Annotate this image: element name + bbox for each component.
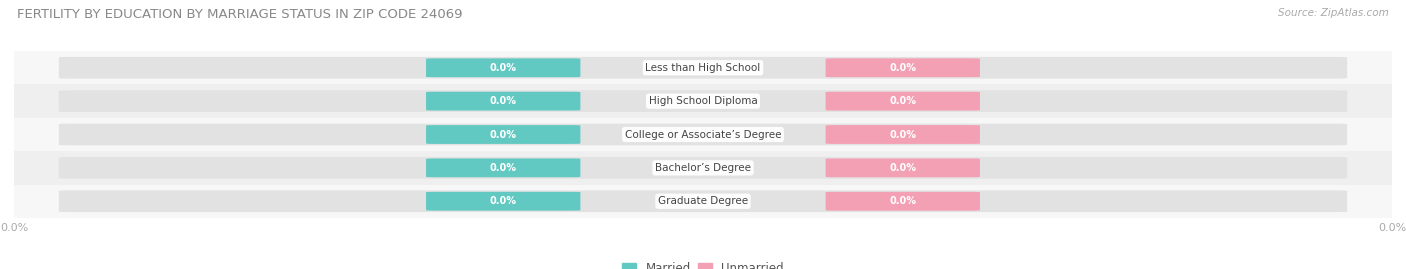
Text: 0.0%: 0.0% <box>489 63 517 73</box>
Text: Source: ZipAtlas.com: Source: ZipAtlas.com <box>1278 8 1389 18</box>
FancyBboxPatch shape <box>825 58 980 77</box>
Text: 0.0%: 0.0% <box>489 96 517 106</box>
FancyBboxPatch shape <box>426 125 581 144</box>
Bar <box>14 84 1392 118</box>
Text: Graduate Degree: Graduate Degree <box>658 196 748 206</box>
FancyBboxPatch shape <box>59 57 1347 79</box>
FancyBboxPatch shape <box>426 92 581 111</box>
FancyBboxPatch shape <box>426 192 581 211</box>
Bar <box>14 151 1392 185</box>
Text: FERTILITY BY EDUCATION BY MARRIAGE STATUS IN ZIP CODE 24069: FERTILITY BY EDUCATION BY MARRIAGE STATU… <box>17 8 463 21</box>
Text: 0.0%: 0.0% <box>889 129 917 140</box>
Text: High School Diploma: High School Diploma <box>648 96 758 106</box>
Text: 0.0%: 0.0% <box>889 196 917 206</box>
Text: College or Associate’s Degree: College or Associate’s Degree <box>624 129 782 140</box>
FancyBboxPatch shape <box>825 125 980 144</box>
Text: 0.0%: 0.0% <box>489 129 517 140</box>
Bar <box>14 185 1392 218</box>
Text: Less than High School: Less than High School <box>645 63 761 73</box>
Text: 0.0%: 0.0% <box>489 163 517 173</box>
FancyBboxPatch shape <box>59 124 1347 145</box>
Bar <box>14 51 1392 84</box>
FancyBboxPatch shape <box>59 90 1347 112</box>
Text: 0.0%: 0.0% <box>889 163 917 173</box>
FancyBboxPatch shape <box>825 92 980 111</box>
FancyBboxPatch shape <box>825 192 980 211</box>
Text: 0.0%: 0.0% <box>889 96 917 106</box>
FancyBboxPatch shape <box>426 58 581 77</box>
Bar <box>14 118 1392 151</box>
Text: 0.0%: 0.0% <box>889 63 917 73</box>
Legend: Married, Unmarried: Married, Unmarried <box>617 258 789 269</box>
FancyBboxPatch shape <box>426 158 581 177</box>
FancyBboxPatch shape <box>59 157 1347 179</box>
Text: 0.0%: 0.0% <box>489 196 517 206</box>
FancyBboxPatch shape <box>825 158 980 177</box>
FancyBboxPatch shape <box>59 190 1347 212</box>
Text: Bachelor’s Degree: Bachelor’s Degree <box>655 163 751 173</box>
